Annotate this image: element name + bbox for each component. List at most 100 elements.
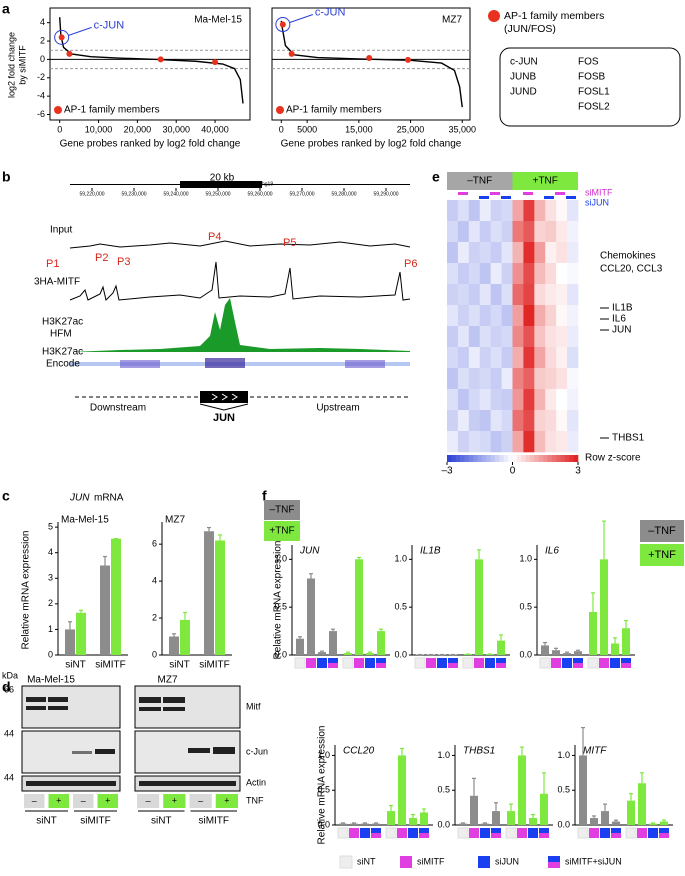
bar xyxy=(377,631,385,655)
bar xyxy=(600,559,608,655)
coordinate: 59,280,000 xyxy=(331,191,356,197)
bar xyxy=(169,636,179,655)
peak-label: P5 xyxy=(283,237,296,249)
condition-square xyxy=(637,828,647,838)
y-tick-label: 0.5 xyxy=(317,785,330,795)
bar xyxy=(475,559,483,655)
gene-annotation: Chemokines xyxy=(600,251,656,262)
heatmap-cell xyxy=(556,389,568,411)
heatmap-cell xyxy=(457,410,470,432)
heatmap-cell xyxy=(512,242,524,264)
heatmap-cell xyxy=(490,221,502,243)
heatmap-cell xyxy=(512,263,524,285)
heatmap-cell xyxy=(457,263,470,285)
y-tick-label: 1 xyxy=(48,624,53,634)
condition-square xyxy=(400,856,412,868)
lane-label: + xyxy=(105,795,110,805)
heatmap-cell xyxy=(490,326,502,348)
heatmap-cell xyxy=(447,347,459,369)
heatmap-cell xyxy=(490,200,502,222)
heatmap-cell xyxy=(567,410,579,432)
lane-box xyxy=(48,794,69,808)
y-tick-label: 0 xyxy=(40,54,45,64)
heatmap-cell xyxy=(512,284,524,306)
heatmap-cell xyxy=(534,284,546,306)
bar xyxy=(552,650,560,655)
heatmap-cell xyxy=(512,431,524,453)
colorbar-step xyxy=(529,455,535,462)
lane-label: – xyxy=(32,795,37,805)
heatmap-cell xyxy=(447,263,459,285)
scale-bar xyxy=(180,181,262,188)
plot-frame xyxy=(49,7,251,121)
chart-title: Ma-Mel-15 xyxy=(194,15,242,26)
y-tick-label: 0.0 xyxy=(437,819,450,829)
y-tick-label: 0 xyxy=(152,649,157,659)
heatmap-cell xyxy=(468,326,481,348)
heatmap-cell xyxy=(479,284,491,306)
bar xyxy=(76,612,86,655)
condition-square xyxy=(621,663,631,668)
y-tick-label: 1.0 xyxy=(394,554,407,564)
heatmap-cell xyxy=(567,389,579,411)
condition-square xyxy=(365,658,375,668)
condition-square xyxy=(610,658,620,668)
y-tick-label: 0.5 xyxy=(274,602,287,612)
condition-square xyxy=(328,658,338,663)
bar xyxy=(507,811,515,825)
protein-label: Mitf xyxy=(246,701,261,711)
bar xyxy=(355,559,363,655)
bar xyxy=(361,823,369,825)
colorbar-step xyxy=(573,455,579,462)
heatmap-cell xyxy=(534,326,546,348)
condition-square xyxy=(539,657,551,669)
colorbar-step xyxy=(534,455,539,462)
heatmap-cell xyxy=(479,368,491,390)
condition-square xyxy=(371,833,381,838)
bar xyxy=(638,783,646,825)
bar xyxy=(649,823,657,825)
y-tick-label: 2 xyxy=(48,598,53,608)
condition-square xyxy=(485,658,495,668)
bar xyxy=(459,823,467,825)
heatmap-cell xyxy=(447,326,459,348)
colorbar-step xyxy=(451,455,457,462)
y-axis-label: Relative mRNA expression xyxy=(273,541,284,660)
lane-label: + xyxy=(224,795,229,805)
gene-name: FOSB xyxy=(578,72,606,83)
condition-square xyxy=(599,658,609,668)
ap1-point xyxy=(212,59,219,66)
condition-square xyxy=(478,856,490,868)
y-axis-label: Relative mRNA expression xyxy=(21,531,32,650)
heatmap-cell xyxy=(468,263,481,285)
condition-label: siNT xyxy=(357,856,376,866)
bar xyxy=(215,540,225,655)
column-group-label: –TNF xyxy=(467,176,492,187)
condition-square xyxy=(480,828,490,838)
heatmap-cell xyxy=(501,410,513,432)
condition-square xyxy=(625,827,637,839)
heatmap-cell xyxy=(556,284,568,306)
condition-square xyxy=(371,828,381,833)
heatmap-cell xyxy=(501,431,513,453)
heatmap-cell xyxy=(567,263,579,285)
lane-label: – xyxy=(146,795,151,805)
heatmap-cell xyxy=(567,368,579,390)
y-tick-label: 3 xyxy=(48,573,53,583)
heatmap-cell xyxy=(479,263,491,285)
heatmap-cell xyxy=(512,326,524,348)
knockdown-label: siJUN xyxy=(585,197,609,207)
heatmap-cell xyxy=(567,200,579,222)
legend-dot xyxy=(488,10,500,22)
heatmap-cell xyxy=(501,284,513,306)
bar xyxy=(529,818,537,825)
x-tick-label: 5000 xyxy=(297,124,317,134)
heatmap-cell xyxy=(556,368,568,390)
direction-label: Downstream xyxy=(90,403,146,414)
gene-box xyxy=(499,47,681,127)
track-label: H3K27ac xyxy=(42,347,83,358)
heatmap-cell xyxy=(534,368,546,390)
condition-square xyxy=(419,833,429,838)
legend-swatch xyxy=(264,500,300,520)
